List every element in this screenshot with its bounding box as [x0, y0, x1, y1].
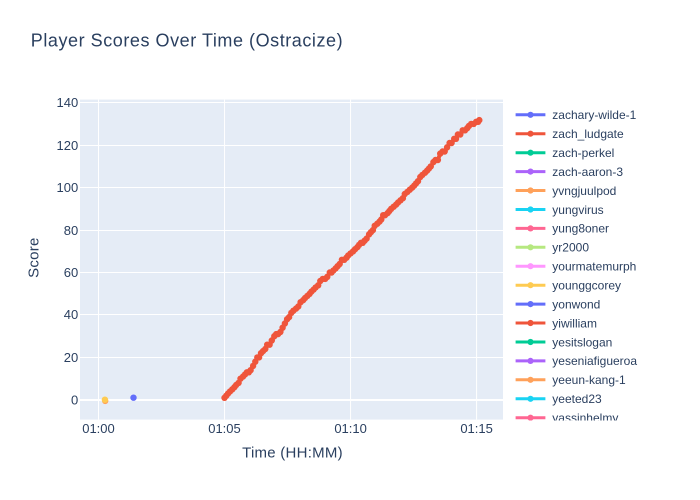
svg-text:yonwond: yonwond	[552, 297, 600, 311]
svg-text:yassinhelmy: yassinhelmy	[552, 411, 618, 425]
svg-text:zach-perkel: zach-perkel	[552, 146, 614, 160]
svg-text:120: 120	[56, 138, 78, 153]
svg-text:zach_ludgate: zach_ludgate	[552, 127, 624, 141]
svg-text:100: 100	[56, 180, 78, 195]
svg-text:40: 40	[64, 307, 78, 322]
svg-text:zach-aaron-3: zach-aaron-3	[552, 165, 623, 179]
svg-text:yungvirus: yungvirus	[552, 203, 603, 217]
svg-text:20: 20	[64, 350, 78, 365]
svg-text:younggcorey: younggcorey	[552, 279, 621, 293]
svg-text:60: 60	[64, 265, 78, 280]
svg-text:yvngjuulpod: yvngjuulpod	[552, 184, 616, 198]
svg-text:yesitslogan: yesitslogan	[552, 335, 612, 349]
svg-text:yeeun-kang-1: yeeun-kang-1	[552, 373, 626, 387]
svg-text:01:00: 01:00	[82, 421, 115, 436]
svg-text:01:15: 01:15	[460, 421, 493, 436]
svg-text:Player Scores Over Time (Ostra: Player Scores Over Time (Ostracize)	[31, 31, 343, 51]
svg-text:yung8oner: yung8oner	[552, 222, 609, 236]
svg-text:Time (HH:MM): Time (HH:MM)	[242, 445, 343, 462]
svg-text:yeseniafigueroa: yeseniafigueroa	[552, 354, 637, 368]
svg-text:yr2000: yr2000	[552, 241, 589, 255]
svg-text:0: 0	[71, 393, 78, 408]
svg-text:01:05: 01:05	[208, 421, 241, 436]
svg-text:80: 80	[64, 223, 78, 238]
svg-text:140: 140	[56, 95, 78, 110]
svg-text:zachary-wilde-1: zachary-wilde-1	[552, 108, 636, 122]
svg-text:yiwilliam: yiwilliam	[552, 316, 597, 330]
svg-text:yeeted23: yeeted23	[552, 392, 602, 406]
svg-text:yourmatemurph: yourmatemurph	[552, 260, 636, 274]
svg-text:Score: Score	[25, 237, 42, 277]
svg-text:01:10: 01:10	[334, 421, 367, 436]
